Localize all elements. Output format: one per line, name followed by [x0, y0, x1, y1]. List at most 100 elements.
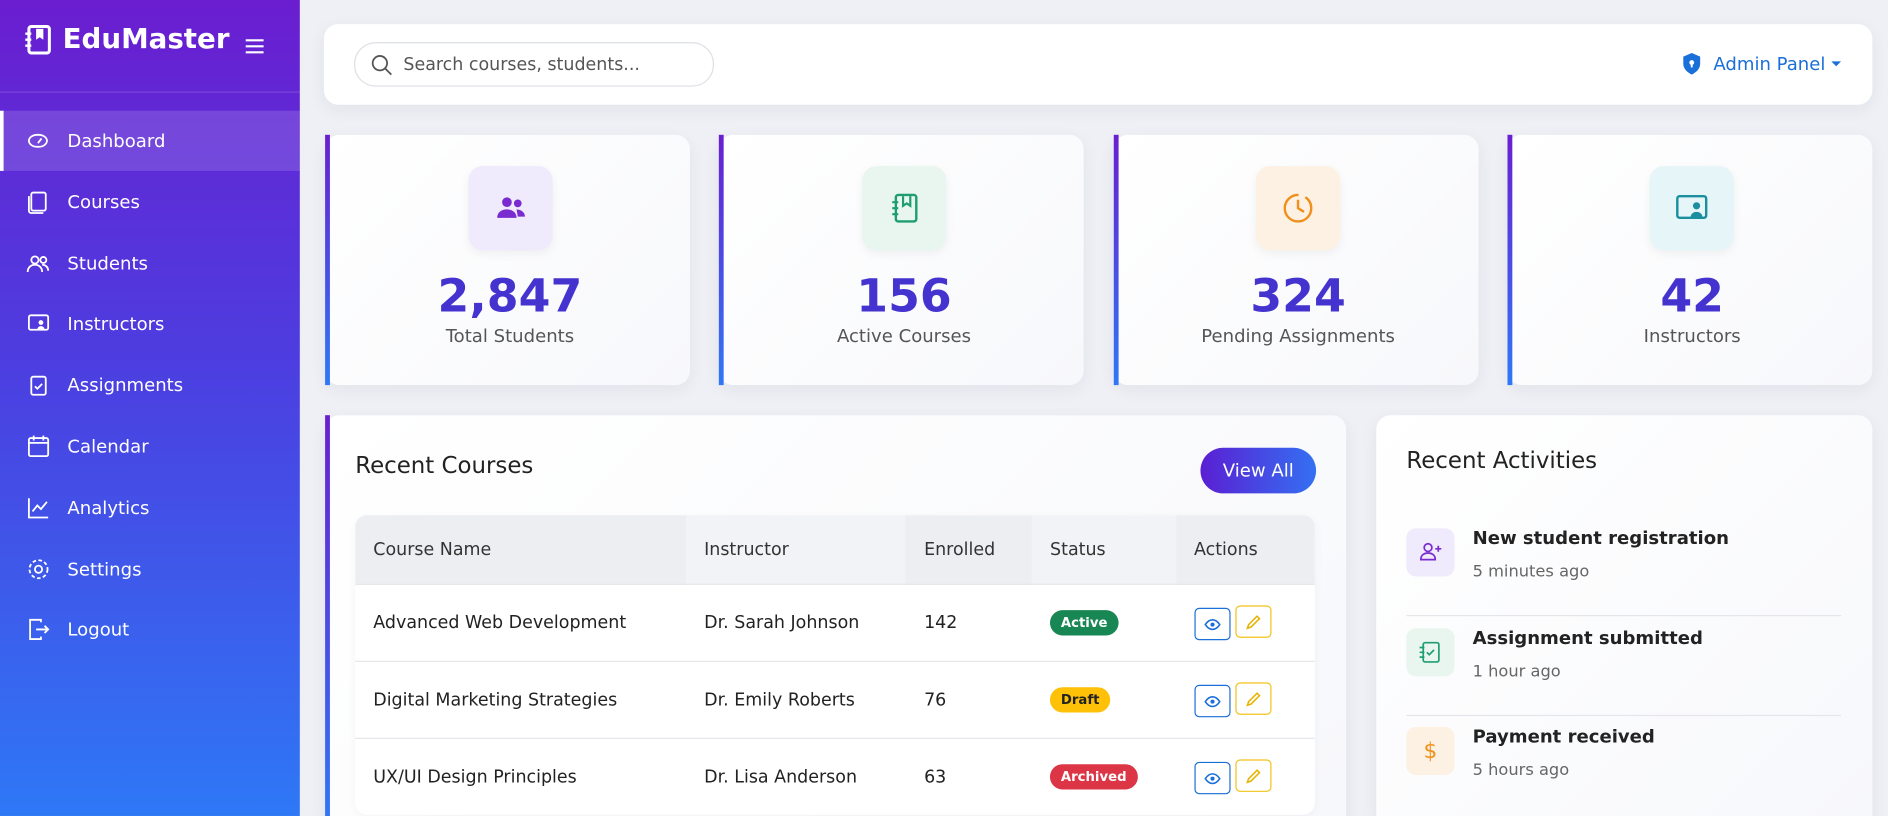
status-badge: Draft [1050, 687, 1111, 713]
view-button[interactable] [1193, 607, 1231, 641]
table-cell: Archived [1031, 737, 1176, 815]
search-placeholder: Search courses, students... [403, 54, 640, 75]
cell-text: 76 [906, 660, 1032, 739]
table-wrap: Course Name Instructor Enrolled Status Actio… [355, 515, 1315, 815]
stat-icon [1255, 166, 1341, 251]
nav-item[interactable]: Calendar [0, 416, 300, 476]
brand-name: EduMaster [62, 24, 230, 56]
nav-label: Dashboard [67, 129, 166, 152]
nav-icon [27, 435, 50, 458]
stat-icon [861, 166, 947, 251]
activity-title: New student registration [1472, 527, 1729, 549]
nav-item[interactable]: Students [0, 233, 300, 293]
status-badge: Archived [1050, 764, 1138, 790]
stat-label: Instructors [1643, 324, 1741, 347]
edit-button[interactable] [1234, 605, 1272, 638]
cell-text: Digital Marketing Strategies [355, 660, 687, 739]
nav-label: Calendar [67, 435, 149, 458]
icon [1419, 542, 1442, 561]
divider [0, 91, 300, 93]
stat-value: 42 [1660, 269, 1725, 323]
nav-icon [27, 191, 47, 214]
activity-time: 5 minutes ago [1472, 562, 1590, 582]
nav-label: Assignments [67, 374, 184, 397]
stat-value: 2,847 [437, 269, 583, 323]
column-header: Instructor [686, 515, 907, 585]
recent-courses-card: Recent Courses View All Course Name Instr… [325, 415, 1347, 816]
column-header: Actions [1175, 515, 1315, 585]
stat-icon [1650, 166, 1735, 251]
edit-button[interactable] [1234, 759, 1272, 792]
view-button[interactable] [1193, 684, 1231, 718]
card-title: Recent Activities [1406, 447, 1598, 475]
nav-icon [26, 254, 50, 272]
nav-label: Settings [67, 557, 142, 580]
cell-text: Dr. Sarah Johnson [686, 583, 907, 662]
stat-card: 42 Instructors [1507, 134, 1873, 386]
eye-icon [1203, 618, 1221, 630]
activity-time: 5 hours ago [1472, 760, 1570, 780]
nav-icon [28, 558, 49, 579]
icon [1676, 194, 1708, 220]
nav-icon [29, 619, 50, 641]
nav-item[interactable]: Dashboard [0, 110, 300, 171]
nav-icon [27, 314, 50, 332]
nav-item[interactable]: Instructors [0, 294, 300, 354]
cell-text: 63 [906, 737, 1032, 815]
activity-item: New student registration 5 minutes ago [1406, 515, 1842, 617]
table-cell: Active [1031, 583, 1176, 662]
actions-cell [1175, 583, 1315, 662]
stat-card: 2,847 Total Students [325, 134, 690, 386]
brand[interactable]: EduMaster [24, 24, 229, 55]
stat-icon [467, 166, 553, 251]
view-all-button[interactable]: View All [1200, 447, 1317, 494]
menu-toggle[interactable] [245, 39, 264, 55]
eye-icon [1203, 772, 1221, 784]
activity-time: 1 hour ago [1472, 661, 1561, 681]
search-input[interactable]: Search courses, students... [353, 42, 715, 87]
column-header: Enrolled [906, 515, 1032, 585]
icon [891, 193, 918, 223]
courses-table: Course Name Instructor Enrolled Status Actio… [355, 515, 1315, 815]
column-header: Status [1031, 515, 1176, 585]
column-header: Course Name [355, 515, 687, 585]
table-row: UX/UI Design Principles Dr. Lisa Anderson… [355, 737, 1315, 815]
icon [1283, 193, 1313, 223]
shield-icon [1683, 52, 1701, 75]
user-menu[interactable]: Admin Panel [1681, 52, 1842, 76]
header-row: Course Name Instructor Enrolled Status Actio… [355, 515, 1315, 585]
activity-title: Assignment submitted [1472, 626, 1703, 649]
cell-text: Advanced Web Development [355, 583, 687, 662]
nav-item[interactable]: Logout [0, 600, 300, 660]
nav-item[interactable]: Courses [0, 172, 300, 232]
stat-label: Pending Assignments [1201, 324, 1395, 347]
view-button[interactable] [1193, 761, 1231, 795]
stat-value: 156 [856, 269, 952, 323]
cell-text: 142 [906, 583, 1032, 662]
nav-item[interactable]: Assignments [0, 355, 300, 415]
svg-text:$: $ [1424, 739, 1438, 764]
table-row: Digital Marketing Strategies Dr. Emily Ro… [355, 660, 1315, 739]
pencil-icon [1245, 768, 1261, 783]
search-icon [371, 54, 392, 75]
nav-icon [27, 133, 48, 148]
edit-button[interactable] [1234, 682, 1272, 715]
icon: $ [1424, 739, 1438, 764]
activity-icon [1406, 627, 1455, 676]
nav-icon [30, 376, 47, 396]
nav-item[interactable]: Analytics [0, 478, 300, 538]
topbar: Search courses, students... Admin Panel [323, 24, 1873, 105]
activity-icon [1406, 528, 1455, 577]
icon [496, 197, 525, 218]
table-row: Advanced Web Development Dr. Sarah Johnso… [355, 583, 1315, 662]
pencil-icon [1245, 691, 1261, 706]
actions-cell [1175, 737, 1315, 815]
icon [1419, 641, 1440, 663]
card-title: Recent Courses [355, 452, 534, 479]
cell-text: Dr. Emily Roberts [686, 660, 907, 739]
activity-item: $ Payment received 5 hours ago [1406, 714, 1841, 814]
brand-icon [25, 24, 51, 55]
activity-title: Payment received [1472, 725, 1655, 748]
nav-item[interactable]: Settings [0, 539, 300, 599]
